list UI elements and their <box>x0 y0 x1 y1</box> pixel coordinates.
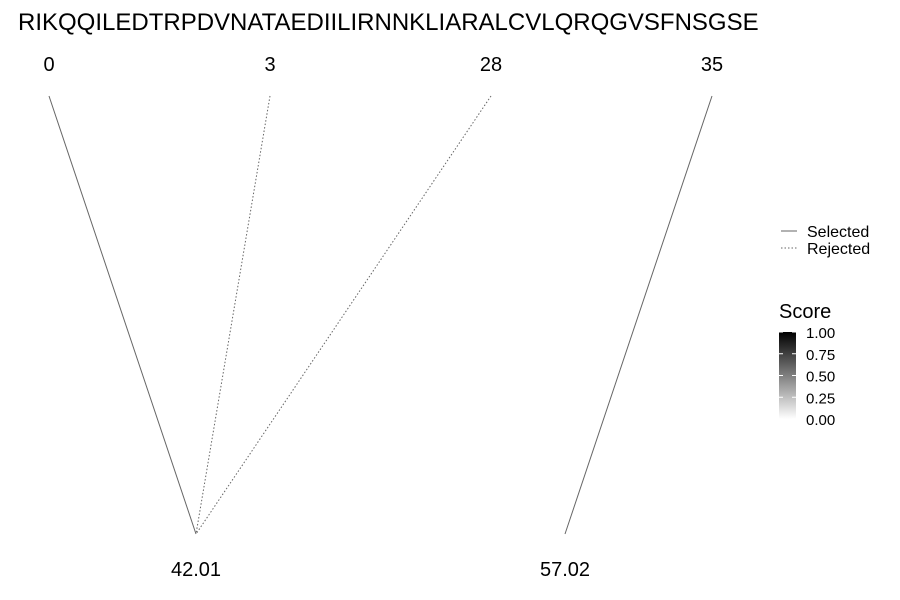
legend-rejected-label: Rejected <box>807 241 870 258</box>
bottom-node-labels: 42.01 57.02 <box>171 559 590 581</box>
top-node-labels: 0 3 28 35 <box>43 54 723 76</box>
top-node-label: 3 <box>264 54 275 76</box>
top-node-label: 35 <box>701 54 723 76</box>
selected-link <box>48 95 197 535</box>
score-tick-label: 0.00 <box>806 412 835 429</box>
score-tick-label: 0.50 <box>806 369 835 386</box>
rejected-link <box>195 95 492 535</box>
score-tick-label: 0.25 <box>806 390 835 407</box>
bottom-node-label: 57.02 <box>540 559 590 581</box>
legend-selected-label: Selected <box>807 224 869 241</box>
score-legend-title: Score <box>779 301 831 323</box>
score-legend: Score 1.00 0.75 0.50 0.25 0.00 <box>779 301 835 429</box>
links <box>48 95 713 535</box>
top-node-label: 28 <box>480 54 502 76</box>
line-type-legend: Selected Rejected <box>781 224 870 258</box>
rejected-link <box>195 95 271 535</box>
top-node-label: 0 <box>43 54 54 76</box>
score-tick-label: 0.75 <box>806 347 835 364</box>
score-colorbar <box>779 332 796 419</box>
bottom-node-label: 42.01 <box>171 559 221 581</box>
selected-link <box>564 95 713 535</box>
sequence-title: RIKQQILEDTRPDVNATAEDIILIRNNKLIARALCVLQRQ… <box>18 9 759 36</box>
score-tick-label: 1.00 <box>806 325 835 342</box>
